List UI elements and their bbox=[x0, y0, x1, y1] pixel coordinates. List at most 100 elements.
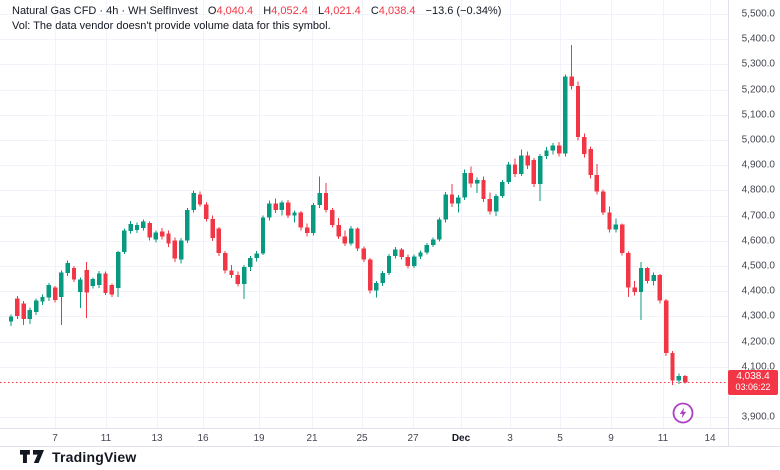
price-tick-label: 4,800.0 bbox=[741, 184, 775, 196]
candle-body bbox=[676, 375, 681, 381]
candle-body bbox=[317, 192, 322, 206]
price-tick-label: 4,500.0 bbox=[741, 260, 775, 272]
candle-body bbox=[286, 202, 291, 216]
time-tick-label: 21 bbox=[306, 433, 318, 444]
candle-body bbox=[632, 287, 637, 292]
high-value: 4,052.4 bbox=[271, 5, 308, 17]
low-value: 4,021.4 bbox=[324, 5, 361, 17]
candle-body bbox=[607, 212, 612, 230]
candle-body bbox=[374, 283, 379, 291]
candle-body bbox=[166, 233, 171, 244]
price-tick-label: 4,200.0 bbox=[741, 336, 775, 348]
symbol-header[interactable]: Natural Gas CFD · 4h · WH SelfInvest O 4,… bbox=[12, 5, 501, 17]
price-tick-label: 4,900.0 bbox=[741, 159, 775, 171]
time-tick-label: 5 bbox=[557, 433, 563, 444]
candle-body bbox=[619, 224, 625, 253]
candle-body bbox=[531, 160, 537, 184]
price-tick-label: 5,000.0 bbox=[741, 134, 775, 146]
grid-lines bbox=[0, 0, 728, 428]
time-tick-label: 11 bbox=[657, 433, 669, 444]
candle-body bbox=[367, 259, 373, 291]
time-tick-label: 16 bbox=[197, 433, 209, 444]
candle-body bbox=[412, 256, 417, 266]
price-tick-label: 5,100.0 bbox=[741, 109, 775, 121]
candle-body bbox=[613, 224, 618, 230]
candle-body bbox=[657, 275, 663, 301]
time-tick-label: 27 bbox=[407, 433, 419, 444]
candle-body bbox=[487, 198, 492, 212]
candle-body bbox=[185, 209, 190, 241]
time-tick-label: 11 bbox=[100, 433, 112, 444]
last-price-badge: 4,038.4 03:06:22 bbox=[728, 370, 778, 396]
candle-body bbox=[90, 279, 96, 286]
candle-body bbox=[512, 164, 518, 174]
open-label: O bbox=[207, 5, 217, 17]
candle-body bbox=[279, 202, 285, 211]
candle-body bbox=[15, 298, 20, 317]
candle-body bbox=[153, 232, 159, 240]
lightning-event-icon[interactable] bbox=[671, 401, 695, 425]
candle-body bbox=[103, 273, 108, 293]
candle-body bbox=[235, 275, 240, 285]
candle-body bbox=[443, 194, 448, 220]
high-label: H bbox=[263, 5, 272, 17]
time-tick-label: 14 bbox=[704, 433, 716, 444]
candle-body bbox=[525, 155, 530, 166]
candle-body bbox=[298, 212, 303, 228]
candle-body bbox=[506, 164, 511, 182]
bar-countdown: 03:06:22 bbox=[735, 382, 771, 393]
price-tick-label: 4,600.0 bbox=[741, 235, 775, 247]
symbol-title[interactable]: Natural Gas CFD · 4h · WH SelfInvest bbox=[12, 5, 198, 17]
candle-body bbox=[399, 249, 404, 258]
candle-body bbox=[638, 268, 644, 292]
candles bbox=[8, 44, 688, 385]
time-tick-label: 19 bbox=[253, 433, 265, 444]
candle-body bbox=[670, 353, 675, 381]
tradingview-logo-icon bbox=[20, 450, 44, 463]
candle-body bbox=[109, 284, 114, 295]
candle-body bbox=[229, 270, 234, 276]
price-tick-label: 5,300.0 bbox=[741, 58, 775, 70]
candle-body bbox=[273, 203, 278, 211]
candle-body bbox=[71, 268, 77, 280]
change-value: −13.6 (−0.34%) bbox=[425, 5, 502, 17]
candle-body bbox=[449, 194, 455, 204]
candle-body bbox=[437, 219, 442, 240]
candle-body bbox=[172, 240, 177, 259]
tradingview-logo[interactable]: TradingView bbox=[20, 449, 136, 465]
candle-body bbox=[34, 300, 39, 312]
candle-body bbox=[519, 155, 524, 174]
price-tick-label: 4,400.0 bbox=[741, 285, 775, 297]
candle-body bbox=[254, 253, 259, 258]
candle-body bbox=[27, 310, 33, 320]
candle-body bbox=[563, 76, 568, 154]
candle-body bbox=[304, 227, 310, 234]
low-label: L bbox=[317, 5, 325, 17]
candle-body bbox=[128, 224, 133, 232]
time-tick-label: 3 bbox=[507, 433, 513, 444]
volume-indicator-note[interactable]: Vol: The data vendor doesn't provide vol… bbox=[12, 20, 331, 32]
candle-body bbox=[78, 279, 83, 292]
candle-body bbox=[122, 230, 127, 252]
candle-body bbox=[462, 172, 467, 198]
candle-body bbox=[97, 273, 102, 285]
candle-body bbox=[626, 252, 631, 288]
candle-body bbox=[342, 236, 348, 244]
candle-body bbox=[468, 172, 474, 184]
candle-body bbox=[52, 287, 58, 300]
close-value: 4,038.4 bbox=[378, 5, 416, 17]
candle-body bbox=[84, 270, 89, 293]
candle-body bbox=[223, 252, 228, 271]
time-tick-label: 13 bbox=[151, 433, 163, 444]
candle-body bbox=[481, 179, 486, 199]
candle-body bbox=[475, 179, 480, 184]
candle-body bbox=[197, 194, 203, 205]
candle-body bbox=[588, 149, 593, 175]
candle-body bbox=[260, 217, 266, 254]
price-tick-label: 4,700.0 bbox=[741, 210, 775, 222]
candle-body bbox=[386, 255, 392, 274]
candle-body bbox=[21, 303, 26, 320]
candle-body bbox=[582, 136, 587, 155]
candle-body bbox=[178, 240, 184, 260]
